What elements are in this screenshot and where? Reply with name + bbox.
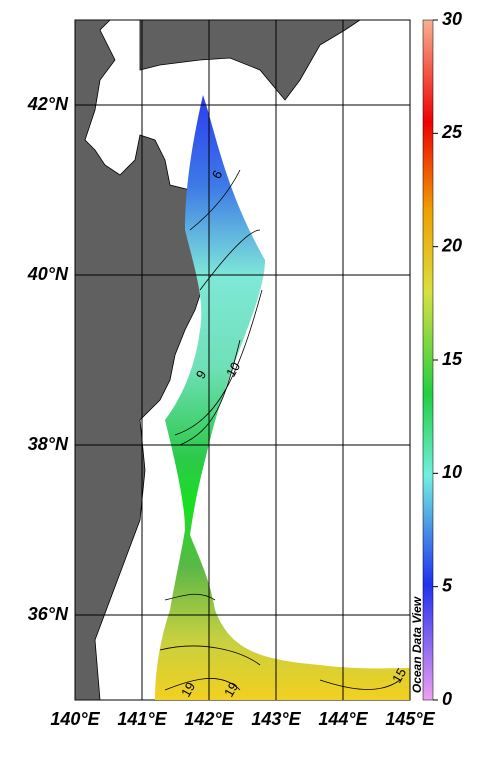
x-tick-label: 145°E (385, 709, 435, 729)
land (139, 19, 362, 101)
y-tick-label: 38°N (28, 434, 69, 454)
colorbar-label: 0 (442, 689, 452, 709)
colorbar-label: 25 (441, 122, 463, 142)
contour-label: 15 (389, 665, 409, 685)
contour-label: 10 (223, 359, 243, 379)
colorbar-label: 5 (442, 575, 453, 595)
contour-label: 19 (178, 679, 198, 699)
y-tick-label: 40°N (27, 264, 69, 284)
contour-label: 19 (221, 679, 241, 699)
colorbar-label: 30 (442, 9, 462, 29)
colorbar (422, 19, 434, 701)
y-tick-label: 42°N (27, 94, 69, 114)
colorbar-label: 20 (441, 235, 462, 255)
x-tick-label: 140°E (50, 709, 100, 729)
colorbar-label: 15 (442, 349, 463, 369)
x-tick-label: 141°E (117, 709, 167, 729)
colorbar-label: 10 (442, 462, 462, 482)
x-tick-label: 144°E (318, 709, 368, 729)
data-field (155, 95, 410, 700)
credit: Ocean Data View (410, 596, 424, 693)
y-tick-label: 36°N (28, 604, 69, 624)
x-tick-label: 142°E (184, 709, 234, 729)
x-tick-label: 143°E (251, 709, 301, 729)
